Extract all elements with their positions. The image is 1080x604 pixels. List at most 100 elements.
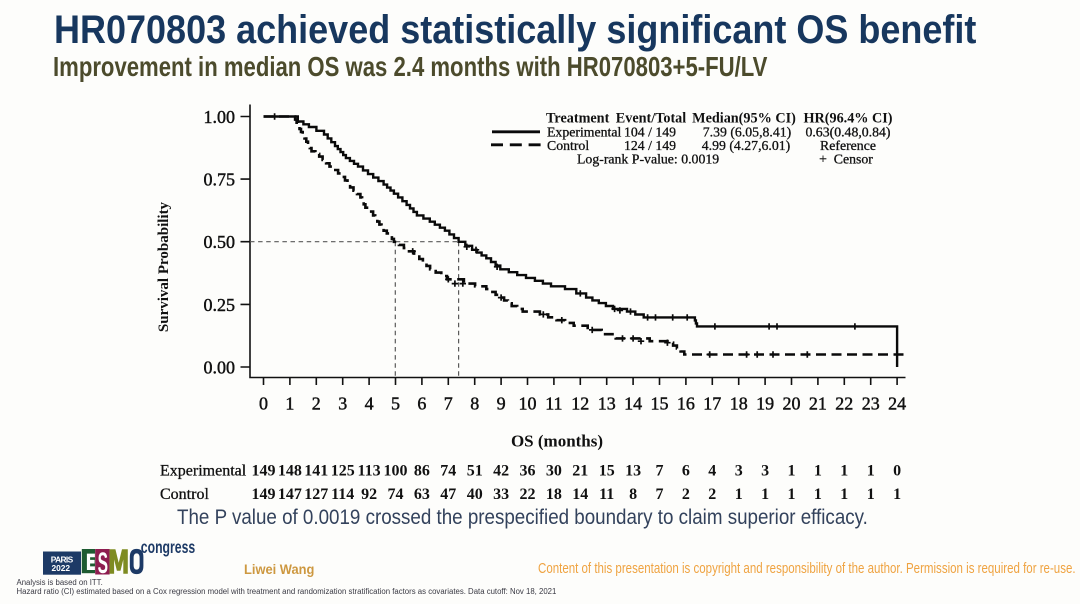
svg-text:127: 127 [304,486,328,503]
svg-text:2: 2 [708,486,716,503]
svg-text:125: 125 [331,463,355,480]
svg-text:6: 6 [682,463,690,480]
svg-text:0.50: 0.50 [204,232,236,252]
svg-text:21: 21 [809,394,827,414]
svg-text:Survival Probability: Survival Probability [156,201,172,332]
svg-text:S: S [98,547,108,581]
svg-text:4.99 (4.27,6.01): 4.99 (4.27,6.01) [702,138,791,154]
svg-text:1.00: 1.00 [204,107,236,127]
svg-text:63: 63 [414,486,430,503]
svg-text:6: 6 [417,394,426,414]
svg-text:149: 149 [252,463,276,480]
svg-text:3: 3 [735,463,743,480]
svg-text:0.75: 0.75 [204,170,236,190]
svg-text:7: 7 [656,486,664,503]
svg-text:18: 18 [730,394,748,414]
svg-text:124 / 149: 124 / 149 [624,138,676,153]
svg-text:Control: Control [547,138,589,153]
svg-text:74: 74 [388,486,404,503]
svg-text:Median(95% CI): Median(95% CI) [692,111,796,127]
svg-text:3: 3 [338,394,347,414]
svg-text:15: 15 [651,394,669,414]
svg-text:11: 11 [545,394,562,414]
svg-text:9: 9 [497,394,506,414]
svg-text:1: 1 [814,486,822,503]
svg-text:Experimental: Experimental [547,125,621,140]
svg-text:51: 51 [467,463,483,480]
svg-text:1: 1 [761,486,769,503]
svg-text:19: 19 [756,394,774,414]
svg-text:OS (months): OS (months) [511,432,603,451]
svg-text:HR(96.4% CI): HR(96.4% CI) [803,111,892,127]
svg-text:1: 1 [893,486,901,503]
svg-text:42: 42 [493,463,509,480]
svg-text:13: 13 [598,394,616,414]
svg-text:0: 0 [259,394,268,414]
svg-text:1: 1 [814,463,822,480]
svg-text:10: 10 [519,394,537,414]
svg-text:11: 11 [599,486,614,503]
svg-text:+ Censor: + Censor [819,151,873,166]
svg-text:47: 47 [440,486,456,503]
svg-text:74: 74 [440,463,456,480]
svg-text:104 / 149: 104 / 149 [624,125,676,140]
svg-text:14: 14 [624,394,642,414]
svg-text:15: 15 [599,463,615,480]
svg-text:22: 22 [835,394,853,414]
svg-text:0: 0 [893,463,901,480]
svg-text:147: 147 [278,486,302,503]
svg-text:24: 24 [888,394,906,414]
svg-text:4: 4 [365,394,374,414]
svg-text:21: 21 [572,463,588,480]
svg-text:1: 1 [840,486,848,503]
svg-text:36: 36 [520,463,536,480]
svg-text:0.25: 0.25 [204,295,236,315]
svg-text:congress: congress [141,538,195,558]
svg-text:16: 16 [677,394,695,414]
svg-text:141: 141 [304,463,328,480]
svg-text:22: 22 [520,486,536,503]
svg-text:8: 8 [470,394,479,414]
svg-text:20: 20 [783,394,801,414]
svg-text:23: 23 [862,394,880,414]
svg-text:33: 33 [493,486,509,503]
svg-text:100: 100 [384,463,408,480]
svg-text:14: 14 [572,486,588,503]
svg-text:0.63(0.48,0.84): 0.63(0.48,0.84) [805,125,890,141]
svg-text:1: 1 [867,486,875,503]
svg-text:2022: 2022 [52,563,71,573]
svg-text:1: 1 [788,486,796,503]
svg-text:Experimental: Experimental [160,463,247,480]
svg-text:13: 13 [625,463,641,480]
svg-text:2: 2 [312,394,321,414]
svg-text:113: 113 [358,463,381,480]
svg-text:1: 1 [788,463,796,480]
svg-text:7: 7 [656,463,664,480]
svg-text:12: 12 [571,394,589,414]
svg-text:1: 1 [867,463,875,480]
svg-text:1: 1 [840,463,848,480]
svg-text:4: 4 [708,463,716,480]
svg-text:1: 1 [735,486,743,503]
svg-text:1: 1 [285,394,294,414]
svg-text:86: 86 [414,463,430,480]
svg-text:17: 17 [703,394,721,414]
svg-text:148: 148 [278,463,302,480]
svg-text:149: 149 [252,486,276,503]
svg-text:92: 92 [361,486,377,503]
svg-text:18: 18 [546,486,562,503]
svg-text:7: 7 [444,394,453,414]
svg-text:40: 40 [467,486,483,503]
svg-text:Event/Total: Event/Total [616,111,686,127]
svg-text:8: 8 [629,486,637,503]
svg-text:3: 3 [761,463,769,480]
svg-text:Reference: Reference [820,138,876,153]
svg-text:30: 30 [546,463,562,480]
svg-text:Log-rank P-value: 0.0019: Log-rank P-value: 0.0019 [577,151,719,166]
svg-text:Control: Control [160,486,209,503]
svg-text:7.39 (6.05,8.41): 7.39 (6.05,8.41) [703,125,792,141]
svg-text:2: 2 [682,486,690,503]
svg-text:114: 114 [331,486,354,503]
svg-text:0.00: 0.00 [204,357,236,377]
svg-text:5: 5 [391,394,400,414]
